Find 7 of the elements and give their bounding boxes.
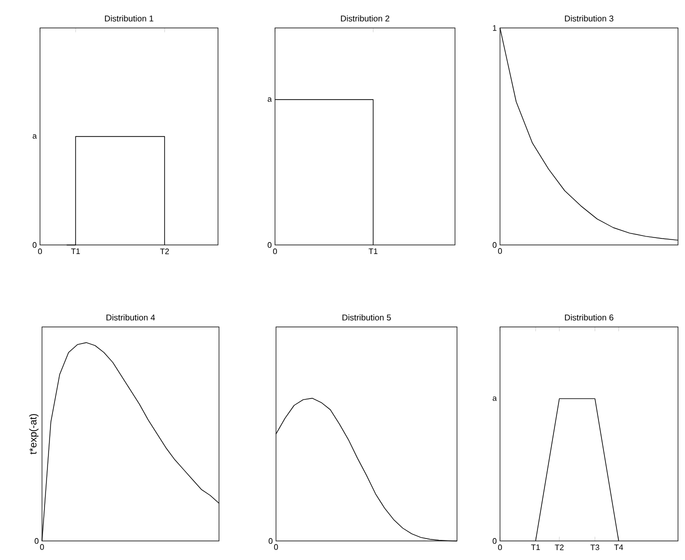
chart-title: Distribution 1 [104, 15, 154, 22]
chart-title: Distribution 3 [564, 15, 614, 22]
chart-title: Distribution 6 [564, 314, 614, 320]
chart-title: Distribution 2 [340, 15, 390, 22]
y-axis-title: t*exp(-at) [29, 414, 38, 454]
chart-title: Distribution 5 [342, 314, 391, 320]
chart-title: Distribution 4 [106, 314, 155, 320]
